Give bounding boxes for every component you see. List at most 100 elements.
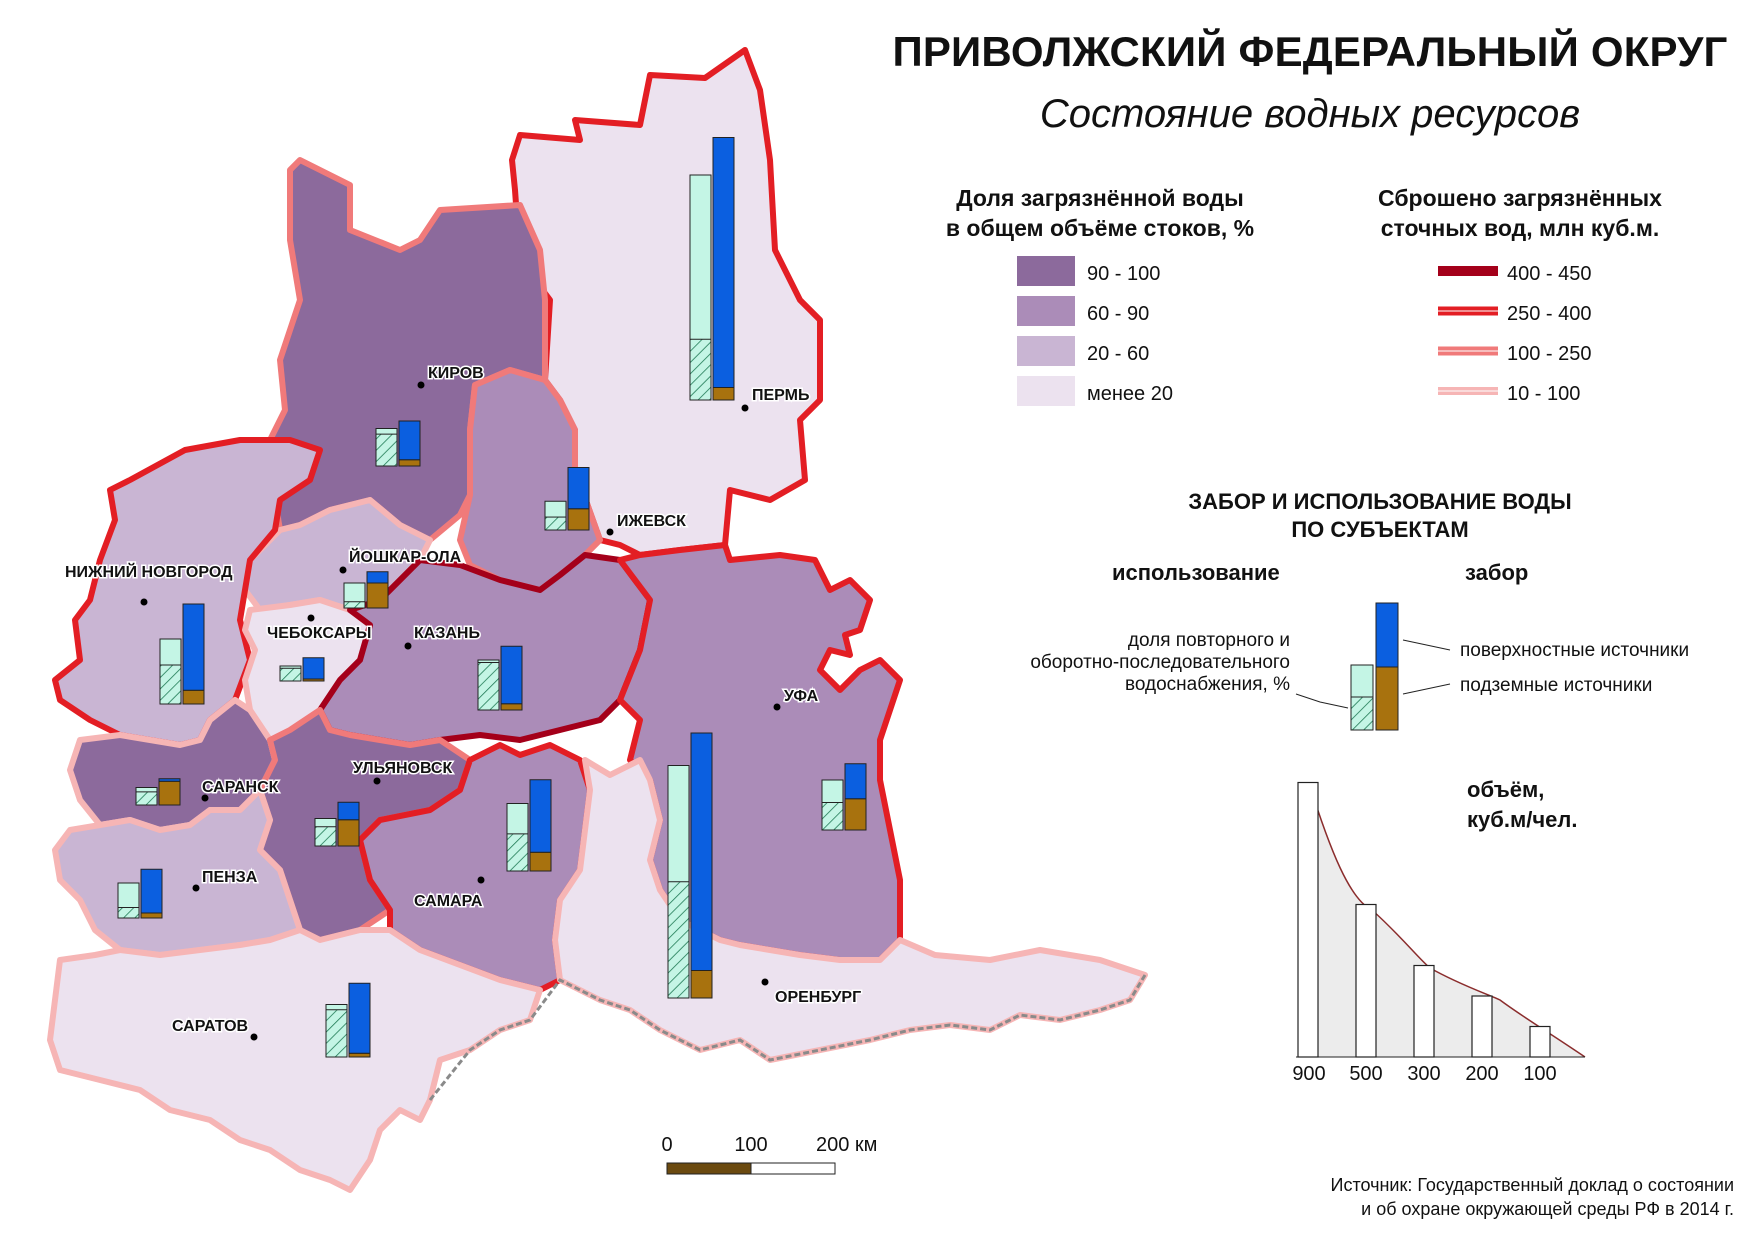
volume-scale-curve-area (1309, 783, 1585, 1057)
surface-bar-11 (529, 779, 552, 853)
city-label-ulyanovsk: УЛЬЯНОВСК (353, 760, 452, 777)
scale-bar-light (750, 1162, 836, 1175)
city-dot-nizhny (140, 598, 148, 606)
region-diagram-10 (117, 868, 163, 919)
scale-bar (666, 1162, 836, 1175)
surface-bar-12 (690, 732, 713, 971)
reuse-bar-12 (667, 881, 690, 999)
region-diagram-6 (477, 645, 523, 711)
city-label-nizhny: НИЖНИЙ НОВГОРОД (65, 562, 233, 581)
city-dots (140, 381, 781, 1041)
surface-bar-13 (348, 982, 371, 1054)
volume-scale-tick-3: 200 (1465, 1063, 1499, 1085)
volume-scale-bar-3 (1471, 995, 1493, 1058)
city-dot-kirov (417, 381, 425, 389)
surface-bar-1 (398, 420, 421, 461)
legend-use-label: использование (1112, 560, 1280, 585)
reuse-bar-11 (506, 833, 529, 872)
city-dot-samara (477, 876, 485, 884)
region-diagram-13 (325, 982, 371, 1058)
city-dot-ulyanovsk (373, 777, 381, 785)
city-label-penza: ПЕНЗА (202, 869, 258, 886)
legend-polluted-share-title: Доля загрязнённой воды в общем объёме ст… (945, 185, 1255, 241)
reuse-bar-6 (477, 662, 500, 711)
scale-bar-label-2: 200 км (816, 1134, 878, 1156)
volume-scale-tick-2: 300 (1407, 1063, 1441, 1085)
city-dot-kazan (404, 642, 412, 650)
city-dot-cheboksary (307, 614, 315, 622)
legend-discharge-label-1: 250 - 400 (1507, 303, 1592, 325)
region-diagram-12 (667, 732, 713, 999)
legend-share-label-3: менее 20 (1087, 383, 1173, 405)
legend-sample-reuse-bar (1350, 696, 1374, 731)
map-subtitle: Состояние водных ресурсов (1039, 92, 1581, 136)
city-dot-perm (741, 404, 749, 412)
legend-share-swatch-3 (1017, 376, 1075, 406)
city-dot-yoshkar-ola (339, 566, 347, 574)
volume-scale-tick-0: 900 (1292, 1063, 1326, 1085)
city-label-cheboksary: ЧЕБОКСАРЫ (267, 625, 371, 642)
legend-intake-title: ЗАБОР И ИСПОЛЬЗОВАНИЕ ВОДЫ ПО СУБЪЕКТАМ (1188, 489, 1572, 542)
region-diagram-8 (135, 778, 181, 806)
region-diagram-3 (343, 571, 389, 609)
reuse-bar-0 (689, 338, 712, 401)
surface-bar-6 (500, 645, 523, 705)
underground-bar-4 (182, 689, 205, 705)
legend-surface-label: поверхностные источники (1460, 640, 1690, 661)
reuse-bar-1 (375, 433, 398, 467)
reuse-bar-8 (135, 791, 158, 806)
region-diagram-7 (821, 763, 867, 831)
surface-bar-9 (337, 801, 360, 821)
city-label-perm: ПЕРМЬ (752, 387, 809, 404)
scale-bar-dark (666, 1162, 752, 1175)
map-title: ПРИВОЛЖСКИЙ ФЕДЕРАЛЬНЫЙ ОКРУГ (892, 28, 1728, 75)
surface-bar-3 (366, 571, 389, 584)
region-saratov (47, 927, 543, 1193)
legend-intake-label: забор (1465, 560, 1529, 585)
city-dot-ufa (773, 703, 781, 711)
underground-bar-2 (567, 508, 590, 531)
legend-share-swatch-1 (1017, 296, 1075, 326)
surface-bar-4 (182, 603, 205, 691)
source-note: Источник: Государственный доклад о состо… (1330, 1175, 1735, 1219)
region-diagram-0 (689, 137, 735, 401)
volume-scale-bar-2 (1413, 964, 1435, 1058)
city-label-kirov: КИРОВ (428, 365, 484, 382)
reuse-bar-5 (279, 667, 302, 682)
region-diagram-11 (506, 779, 552, 872)
scale-bar-label-1: 100 (734, 1134, 768, 1156)
leader-surface (1402, 639, 1451, 651)
city-label-kazan: КАЗАНЬ (414, 625, 480, 642)
city-label-samara: САМАРА (414, 893, 483, 910)
legend-share-swatch-0 (1017, 256, 1075, 286)
state-border (428, 974, 1147, 1101)
legend-discharge-label-2: 100 - 250 (1507, 343, 1592, 365)
city-label-izhevsk: ИЖЕВСК (617, 513, 686, 530)
legend-share-label-1: 60 - 90 (1087, 303, 1150, 325)
surface-bar-2 (567, 467, 590, 510)
city-label-ufa: УФА (784, 688, 819, 705)
region-diagram-5 (279, 657, 325, 682)
city-label-yoshkar-ola: ЙОШКАР-ОЛА (349, 547, 462, 566)
legend-discharge-title: Сброшено загрязнённых сточных вод, млн к… (1378, 185, 1662, 241)
underground-bar-1 (398, 459, 421, 467)
underground-bar-8 (158, 780, 181, 806)
underground-bar-7 (844, 798, 867, 831)
underground-bar-11 (529, 851, 552, 872)
city-label-saransk: САРАНСК (202, 779, 279, 796)
legend-sample-underground-bar (1375, 666, 1399, 731)
city-label-orenburg: ОРЕНБУРГ (775, 989, 861, 1006)
region-diagram-9 (314, 801, 360, 847)
reuse-bar-4 (159, 664, 182, 705)
legend-reuse-label: доля повторного и оборотно-последователь… (1030, 630, 1290, 695)
volume-scale-bar-4 (1529, 1025, 1551, 1058)
surface-bar-5 (302, 657, 325, 680)
reuse-bar-3 (343, 601, 366, 609)
underground-bar-3 (366, 582, 389, 609)
region-diagram-4 (159, 603, 205, 705)
legend-share-label-0: 90 - 100 (1087, 263, 1161, 285)
legend-underground-label: подземные источники (1460, 675, 1653, 696)
legend-share-label-2: 20 - 60 (1087, 343, 1150, 365)
city-dot-penza (192, 884, 200, 892)
